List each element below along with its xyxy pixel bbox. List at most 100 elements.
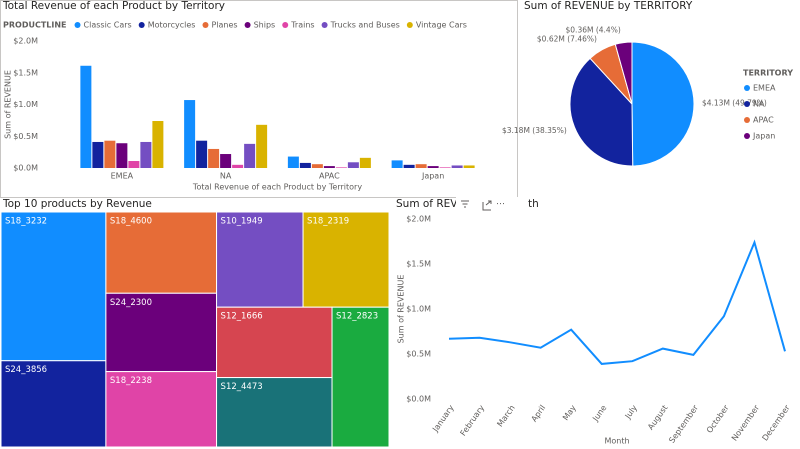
- tile-label: S18_3232: [5, 217, 47, 227]
- x-tick-label: January: [430, 403, 455, 434]
- tile-label: S12_1666: [221, 312, 263, 322]
- treemap-tile: [331, 306, 390, 448]
- data-label: $3.18M (38.35%): [502, 126, 567, 135]
- x-tick-label: December: [761, 403, 793, 443]
- visual-header-icons[interactable]: ⋯: [456, 197, 528, 211]
- bar: [427, 166, 439, 168]
- chart-title: Top 10 products by Revenue: [2, 198, 152, 210]
- x-tick-label: May: [561, 403, 578, 422]
- x-tick-label: August: [646, 403, 669, 431]
- treemap-tile: [216, 377, 333, 448]
- tile-label: S24_2300: [110, 298, 152, 308]
- x-tick-label: February: [459, 403, 487, 437]
- legend-label: Ships: [254, 21, 276, 30]
- bar: [232, 164, 244, 168]
- x-tick-label: October: [705, 403, 731, 435]
- bar: [256, 124, 268, 168]
- focus-icon[interactable]: [482, 200, 492, 211]
- data-label: $4.13M (49.79%): [702, 99, 767, 108]
- bar: [415, 164, 427, 168]
- more-icon[interactable]: ⋯: [496, 200, 505, 210]
- bar: [311, 164, 323, 168]
- y-tick-label: $0.0M: [406, 395, 431, 404]
- treemap-tile: [105, 371, 218, 448]
- pie-slice: [614, 41, 633, 105]
- tile-label: S12_2823: [336, 312, 378, 322]
- x-axis-title: Total Revenue of each Product by Territo…: [192, 183, 362, 192]
- legend-marker: [321, 22, 328, 28]
- x-tick-label: March: [495, 403, 516, 428]
- legend-marker: [744, 133, 750, 139]
- bar: [140, 141, 152, 168]
- bar: [403, 164, 415, 168]
- legend-marker: [744, 117, 750, 123]
- x-tick-label: November: [730, 403, 762, 443]
- treemap-tile: [216, 211, 304, 308]
- bar: [463, 165, 475, 168]
- bar: [359, 157, 371, 168]
- bar: [347, 162, 359, 168]
- bar: [104, 140, 116, 168]
- legend-label: Vintage Cars: [416, 21, 467, 30]
- bar: [116, 143, 128, 168]
- y-tick-label: $0.5M: [13, 132, 38, 141]
- tile-label: S18_2319: [307, 217, 349, 227]
- legend-label: Trains: [290, 21, 314, 30]
- bar: [335, 167, 347, 168]
- line: [448, 239, 786, 365]
- legend-label: Motorcycles: [148, 21, 196, 30]
- bar: [208, 148, 220, 168]
- tile-label: S18_2238: [110, 376, 152, 386]
- bar: [152, 121, 164, 168]
- bar: [80, 65, 92, 168]
- legend-marker: [744, 85, 750, 91]
- y-tick-label: $1.0M: [13, 100, 38, 109]
- visual-border: [0, 0, 518, 198]
- y-tick-label: $1.5M: [13, 68, 38, 77]
- x-axis-title: Month: [604, 437, 629, 446]
- x-tick-label: EMEA: [111, 172, 134, 181]
- bar: [287, 156, 299, 168]
- legend-marker: [138, 22, 145, 28]
- bar: [391, 160, 403, 168]
- legend-label: Classic Cars: [84, 21, 132, 30]
- bar: [196, 140, 208, 168]
- legend-marker: [406, 22, 413, 28]
- pie-slice: [631, 41, 695, 167]
- legend-marker: [282, 22, 289, 28]
- data-label: $0.36M (4.4%): [566, 26, 621, 35]
- legend-marker: [74, 22, 81, 28]
- legend-marker: [202, 22, 209, 28]
- bar: [92, 141, 104, 168]
- legend-title: PRODUCTLINE: [3, 21, 67, 30]
- y-tick-label: $0.5M: [406, 350, 431, 359]
- x-tick-label: APAC: [319, 172, 340, 181]
- legend-label: APAC: [753, 116, 774, 125]
- tile-label: S18_4600: [110, 217, 152, 227]
- y-axis-title: Sum of REVENUE: [397, 275, 406, 344]
- chart-title: Total Revenue of each Product by Territo…: [2, 0, 225, 12]
- chart-title: Sum of REVENUE by TERRITORY: [524, 0, 693, 12]
- legend-marker: [244, 22, 251, 28]
- bar: [220, 154, 232, 168]
- filter-icon[interactable]: [461, 200, 469, 208]
- legend-label: EMEA: [753, 84, 776, 93]
- icon-bar: [456, 197, 528, 211]
- tile-label: S12_4473: [221, 382, 263, 392]
- x-tick-label: June: [590, 403, 608, 423]
- treemap-tile: [105, 211, 218, 294]
- bar: [184, 100, 196, 168]
- pie-slice: [569, 57, 634, 167]
- x-tick-label: Japan: [421, 172, 444, 181]
- y-tick-label: $2.0M: [406, 215, 431, 224]
- y-axis-title: Sum of REVENUE: [4, 70, 13, 139]
- y-tick-label: $0.0M: [13, 164, 38, 173]
- bar: [244, 143, 256, 168]
- y-tick-label: $1.5M: [406, 260, 431, 269]
- bar: [439, 167, 451, 168]
- legend-label: Planes: [211, 21, 237, 30]
- tile-label: S24_3856: [5, 365, 47, 375]
- treemap-tile: [216, 306, 333, 379]
- legend-marker: [744, 101, 750, 107]
